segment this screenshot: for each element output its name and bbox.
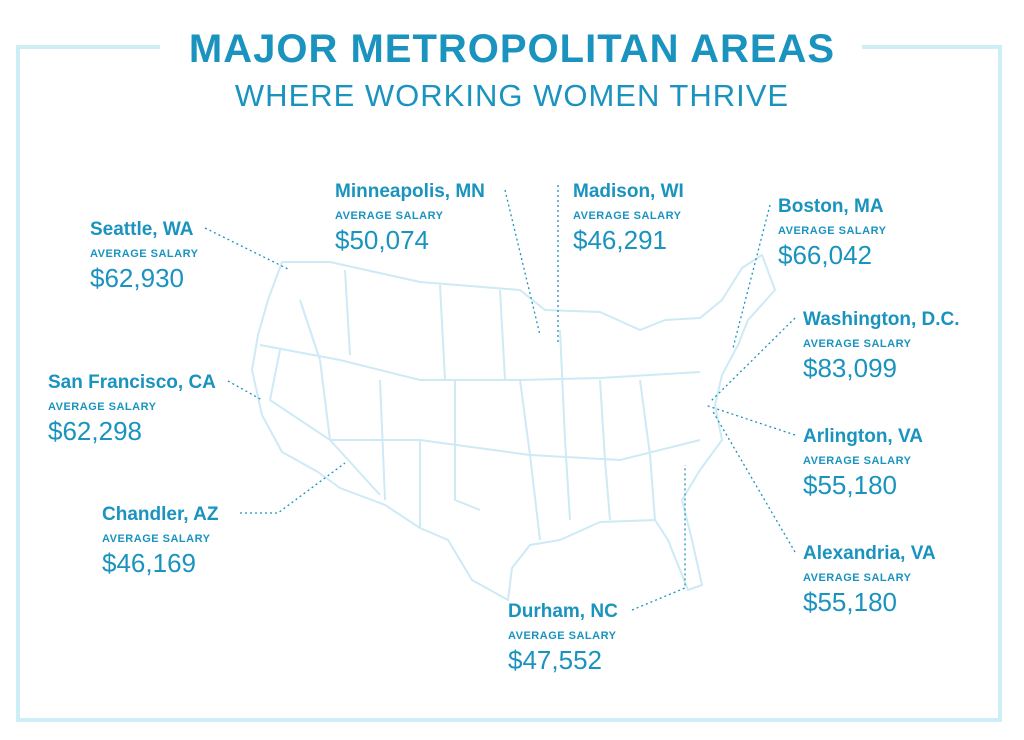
- city: Madison, WI AVERAGE SALARY $46,291: [557, 181, 684, 342]
- city: Alexandria, VA AVERAGE SALARY $55,180: [711, 409, 936, 617]
- leader-line: [704, 404, 796, 436]
- city-name: Madison, WI: [573, 181, 684, 202]
- salary-label: AVERAGE SALARY: [573, 210, 682, 222]
- title: MAJOR METROPOLITAN AREAS: [189, 27, 835, 71]
- salary-value: $55,180: [803, 587, 897, 617]
- city: Chandler, AZ AVERAGE SALARY $46,169: [102, 462, 346, 578]
- salary-label: AVERAGE SALARY: [803, 338, 912, 350]
- salary-value: $62,930: [90, 263, 184, 293]
- leader-line: [240, 462, 346, 514]
- salary-label: AVERAGE SALARY: [803, 455, 912, 467]
- city-name: Alexandria, VA: [803, 543, 936, 564]
- salary-value: $47,552: [508, 645, 602, 675]
- leader-line: [711, 409, 796, 553]
- salary-value: $55,180: [803, 470, 897, 500]
- city: Minneapolis, MN AVERAGE SALARY $50,074: [335, 181, 541, 336]
- leader-line: [631, 465, 686, 611]
- salary-value: $83,099: [803, 353, 897, 383]
- salary-label: AVERAGE SALARY: [508, 630, 617, 642]
- salary-label: AVERAGE SALARY: [778, 225, 887, 237]
- salary-value: $50,074: [335, 225, 429, 255]
- salary-value: $62,298: [48, 416, 142, 446]
- leader-line: [227, 380, 263, 401]
- leader-line: [504, 189, 541, 336]
- city: Durham, NC AVERAGE SALARY $47,552: [508, 465, 686, 675]
- city: Boston, MA AVERAGE SALARY $66,042: [732, 196, 887, 349]
- leader-line: [204, 227, 291, 271]
- salary-label: AVERAGE SALARY: [102, 533, 211, 545]
- state-lines: [259, 269, 701, 541]
- salary-label: AVERAGE SALARY: [335, 210, 444, 222]
- frame: [16, 45, 1002, 722]
- city-name: Arlington, VA: [803, 426, 923, 447]
- leader-line: [709, 317, 796, 403]
- salary-label: AVERAGE SALARY: [90, 248, 199, 260]
- salary-value: $46,169: [102, 548, 196, 578]
- city: Washington, D.C. AVERAGE SALARY $83,099: [709, 309, 960, 403]
- city-name: San Francisco, CA: [48, 372, 216, 393]
- city-labels: Seattle, WA AVERAGE SALARY $62,930 Minneapo…: [48, 181, 960, 675]
- city-name: Boston, MA: [778, 196, 884, 217]
- city-name: Seattle, WA: [90, 219, 194, 240]
- salary-label: AVERAGE SALARY: [803, 572, 912, 584]
- city: San Francisco, CA AVERAGE SALARY $62,298: [48, 372, 263, 446]
- leader-line: [732, 204, 771, 349]
- city-name: Washington, D.C.: [803, 309, 960, 330]
- city: Arlington, VA AVERAGE SALARY $55,180: [704, 404, 923, 500]
- city-name: Durham, NC: [508, 601, 618, 622]
- salary-label: AVERAGE SALARY: [48, 401, 157, 413]
- us-outline: [251, 254, 776, 601]
- salary-value: $46,291: [573, 225, 667, 255]
- city-name: Chandler, AZ: [102, 504, 219, 525]
- city: Seattle, WA AVERAGE SALARY $62,930: [90, 219, 291, 293]
- city-name: Minneapolis, MN: [335, 181, 485, 202]
- subtitle: WHERE WORKING WOMEN THRIVE: [235, 78, 789, 113]
- salary-value: $66,042: [778, 240, 872, 270]
- us-map: [251, 254, 776, 601]
